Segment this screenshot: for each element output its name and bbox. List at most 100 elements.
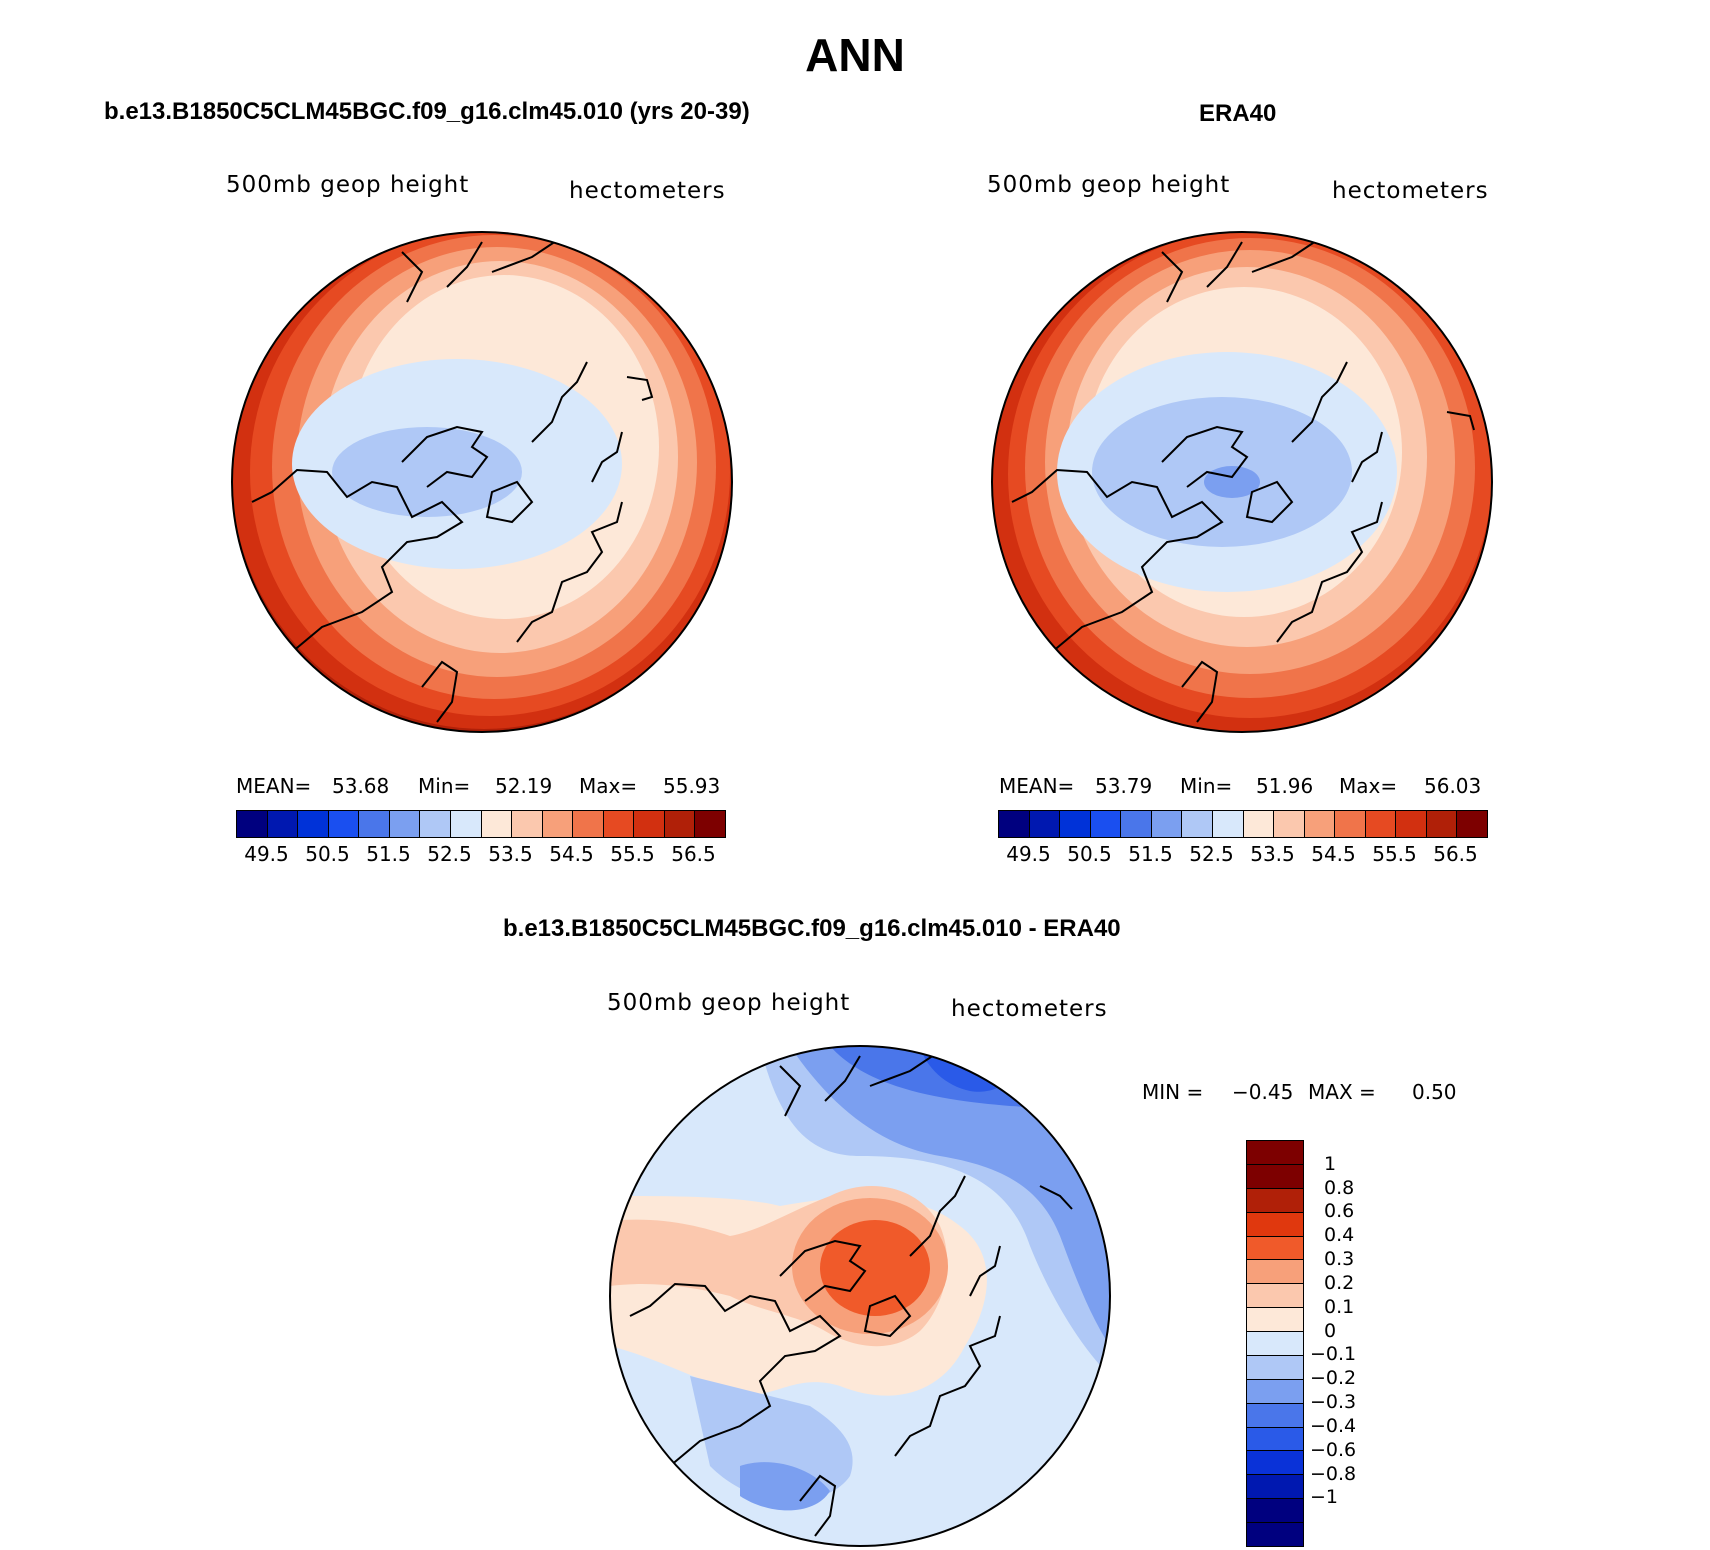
colorbar-swatch: [481, 811, 513, 837]
colorbar-swatch: [573, 811, 604, 837]
panel2-mean-value: 53.79: [1095, 774, 1153, 798]
colorbar-tick-label: 0.4: [1324, 1224, 1355, 1247]
colorbar-tick-label: 0: [1324, 1319, 1337, 1342]
colorbar-swatch: [1247, 1427, 1303, 1452]
colorbar-swatch: [1335, 811, 1366, 837]
colorbar-swatch: [237, 811, 268, 837]
colorbar-swatch: [389, 811, 421, 837]
colorbar-swatch: [1182, 811, 1213, 837]
colorbar-swatch: [695, 811, 725, 837]
panel1-min-value: 52.19: [495, 774, 553, 798]
panel1-map-border: [231, 231, 733, 733]
colorbar-swatch: [1247, 1379, 1303, 1404]
panel1-max-value: 55.93: [663, 774, 721, 798]
colorbar-tick-label: 51.5: [366, 842, 411, 866]
panel2-min-value: 51.96: [1256, 774, 1314, 798]
colorbar-swatch: [1247, 1499, 1303, 1523]
colorbar-swatch: [1212, 811, 1244, 837]
colorbar-swatch: [603, 811, 635, 837]
panel3-contour-neg-south: [690, 1376, 853, 1501]
panel3-title: b.e13.B1850C5CLM45BGC.f09_g16.clm45.010 …: [503, 915, 1121, 942]
colorbar-swatch: [267, 811, 299, 837]
panel3-contour-neg0_2: [790, 1046, 1110, 1346]
colorbar-tick-label: 1: [1324, 1152, 1337, 1175]
colorbar-tick-label: 50.5: [305, 842, 350, 866]
colorbar-swatch: [1247, 1308, 1303, 1332]
panel1-contour-52: [332, 427, 522, 517]
colorbar-tick-label: 0.6: [1324, 1200, 1355, 1223]
colorbar-swatch: [1247, 1475, 1303, 1500]
colorbar-swatch: [1365, 811, 1397, 837]
colorbar-swatch: [1247, 1523, 1303, 1546]
colorbar-swatch: [1121, 811, 1152, 837]
colorbar-swatch: [1396, 811, 1427, 837]
colorbar-tick-label: 0.3: [1324, 1248, 1355, 1271]
panel3-contour-pos0_3: [820, 1220, 930, 1316]
colorbar-tick-label: 53.5: [488, 842, 533, 866]
panel1-max-label: Max=: [579, 774, 638, 798]
panel3-max-label: MAX =: [1308, 1080, 1376, 1104]
panel3-units-label: hectometers: [951, 996, 1108, 1022]
panel2-colorbar-ticks: 49.5 50.5 51.5 52.5 53.5 54.5 55.5 56.5: [998, 842, 1486, 868]
colorbar-tick-label: −0.6: [1310, 1438, 1357, 1461]
colorbar-swatch: [298, 811, 329, 837]
colorbar-tick-label: 0.8: [1324, 1176, 1355, 1199]
colorbar-tick-label: 50.5: [1067, 842, 1112, 866]
colorbar-swatch: [328, 811, 360, 837]
colorbar-tick-label: 55.5: [1372, 842, 1417, 866]
colorbar-swatch: [1457, 811, 1487, 837]
colorbar-tick-label: 49.5: [1006, 842, 1051, 866]
colorbar-tick-label: −0.4: [1310, 1414, 1357, 1437]
panel2-units-label: hectometers: [1332, 178, 1489, 204]
colorbar-tick-label: 56.5: [1433, 842, 1478, 866]
colorbar-swatch: [1243, 811, 1275, 837]
panel3-max-value: 0.50: [1412, 1080, 1457, 1104]
colorbar-tick-label: −0.1: [1310, 1343, 1357, 1366]
panel1-mean-label: MEAN=: [236, 774, 312, 798]
panel3-variable-label: 500mb geop height: [607, 990, 851, 1016]
panel2-map-border: [991, 231, 1493, 733]
colorbar-tick-label: 0.2: [1324, 1271, 1355, 1294]
panel3-min-value: −0.45: [1232, 1080, 1294, 1104]
colorbar-swatch: [1247, 1355, 1303, 1380]
colorbar-swatch: [1247, 1260, 1303, 1285]
colorbar-swatch: [450, 811, 482, 837]
panel1-coastlines: [251, 236, 654, 723]
colorbar-tick-label: 52.5: [1189, 842, 1234, 866]
colorbar-swatch: [1247, 1284, 1303, 1309]
colorbar-tick-label: 53.5: [1250, 842, 1295, 866]
panel1-colorbar-ticks: 49.5 50.5 51.5 52.5 53.5 54.5 55.5 56.5: [236, 842, 724, 868]
colorbar-swatch: [1247, 1236, 1303, 1261]
panel1-title: b.e13.B1850C5CLM45BGC.f09_g16.clm45.010 …: [104, 98, 750, 125]
colorbar-swatch: [664, 811, 696, 837]
colorbar-swatch: [1304, 811, 1336, 837]
panel2-max-value: 56.03: [1424, 774, 1482, 798]
colorbar-swatch: [999, 811, 1030, 837]
colorbar-swatch: [1247, 1164, 1303, 1189]
figure-title: ANN: [805, 29, 905, 81]
colorbar-tick-label: 0.1: [1324, 1295, 1355, 1318]
colorbar-swatch: [512, 811, 543, 837]
colorbar-tick-label: 56.5: [671, 842, 716, 866]
colorbar-swatch: [1247, 1141, 1303, 1165]
colorbar-swatch: [1426, 811, 1458, 837]
colorbar-swatch: [1151, 811, 1183, 837]
panel3-min-label: MIN =: [1142, 1080, 1204, 1104]
panel3-coastlines: [629, 1050, 1073, 1537]
colorbar-tick-label: 52.5: [427, 842, 472, 866]
colorbar-swatch: [1247, 1451, 1303, 1476]
colorbar-swatch: [1029, 811, 1061, 837]
panel1-colorbar: [236, 810, 726, 838]
colorbar-swatch: [420, 811, 451, 837]
colorbar-swatch: [1247, 1332, 1303, 1356]
panel3-colorbar-ticks: 1 0.8 0.6 0.4 0.3 0.2 0.1 0 −0.1 −0.2 −0.3 −0.4 −0.6…: [1310, 1140, 1390, 1545]
colorbar-swatch: [1247, 1403, 1303, 1428]
panel1-variable-label: 500mb geop height: [226, 172, 470, 198]
panel1-units-label: hectometers: [569, 178, 726, 204]
colorbar-tick-label: −0.2: [1310, 1367, 1357, 1390]
colorbar-swatch: [359, 811, 390, 837]
colorbar-tick-label: −0.3: [1310, 1391, 1357, 1414]
colorbar-tick-label: 54.5: [1311, 842, 1356, 866]
panel2-colorbar: [998, 810, 1488, 838]
panel2-mean-label: MEAN=: [999, 774, 1075, 798]
